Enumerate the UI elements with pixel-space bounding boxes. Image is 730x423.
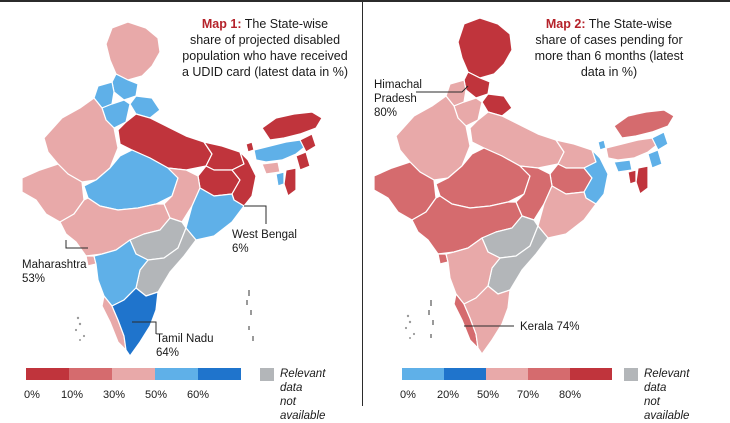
region2-meghalaya	[613, 159, 633, 173]
callout-tamil-nadu-value: 64%	[156, 347, 180, 359]
region2-tripura	[627, 169, 637, 185]
west-bengal-leader	[244, 205, 267, 224]
callout-maharashtra-name: Maharashtra	[22, 259, 87, 271]
legend1-tick-3: 50%	[144, 389, 168, 401]
legend1-tick-4: 60%	[186, 389, 210, 401]
legend2-tick-0: 0%	[400, 389, 416, 401]
legend1-swatch-red	[69, 368, 112, 380]
callout-west-bengal-value: 6%	[232, 243, 249, 255]
region-mizoram	[283, 167, 297, 197]
region-jammu-kashmir	[105, 21, 161, 81]
himachal-leader	[416, 85, 469, 93]
map2-title-line4: data in %)	[580, 65, 638, 79]
legend1-na-swatch	[260, 368, 274, 381]
region2-assam	[605, 137, 659, 161]
region2-arunachal	[613, 109, 675, 139]
legend2-tick-3: 70%	[516, 389, 540, 401]
legend1-na-line1: Relevant data	[280, 368, 326, 394]
maharashtra-leader	[65, 240, 88, 249]
legend2-tick-2: 50%	[476, 389, 500, 401]
india-map-pending	[373, 17, 675, 355]
map-panel-udid: Map 1: The State-wise share of projected…	[0, 0, 362, 422]
callout-kerala-value: 74%	[556, 321, 580, 333]
legend1-swatch-light-blue	[155, 368, 198, 380]
callout-himachal-name2: Pradesh	[374, 93, 417, 105]
region-tripura	[275, 171, 285, 187]
callout-himachal-value: 80%	[374, 107, 398, 119]
region-nagaland	[299, 133, 317, 153]
legend2-tick-1: 20%	[436, 389, 460, 401]
callout-himachal-name: Himachal	[374, 79, 422, 91]
legend1-swatch-dark-red	[26, 368, 69, 380]
region2-tamil-nadu	[463, 285, 511, 355]
map1-title-line4: a UDID card (latest data in %)	[181, 65, 349, 79]
legend2-swatch-light-red	[486, 368, 528, 380]
map2-title-line2: share of cases pending for	[535, 33, 683, 47]
legend2-na-text: Relevant data not available	[644, 367, 689, 423]
map1-title: Map 1: The State-wise share of projected…	[170, 16, 360, 80]
region-manipur	[295, 151, 311, 171]
callout-maharashtra-value: 53%	[22, 273, 46, 285]
map-panel-pending: Map 2: The State-wise share of cases pen…	[364, 0, 730, 422]
region2-jammu-kashmir	[457, 17, 513, 79]
islands2	[404, 300, 434, 339]
islands	[74, 290, 254, 341]
callout-west-bengal: West Bengal 6%	[232, 228, 297, 256]
map2-title-label: Map 2:	[545, 17, 586, 31]
callout-kerala: Kerala 74%	[520, 320, 579, 334]
legend1-swatch-blue	[198, 368, 241, 380]
callout-himachal: Himachal Pradesh 80%	[374, 78, 422, 120]
legend2-na-line1: Relevant data	[644, 368, 690, 394]
legend1-tick-0: 0%	[24, 389, 40, 401]
legend2-na-line2: not available	[644, 396, 690, 422]
map1-title-line2: share of projected disabled	[189, 33, 341, 47]
callout-tamil-nadu-name: Tamil Nadu	[156, 333, 214, 345]
legend1-na-line2: not available	[280, 396, 326, 422]
legend2-swatch-blue	[444, 368, 486, 380]
legend2-na-swatch	[624, 368, 638, 381]
region-assam	[253, 139, 307, 163]
legend2-tick-4: 80%	[558, 389, 582, 401]
panel-divider	[362, 2, 363, 406]
region2-mizoram	[635, 165, 649, 195]
legend1-tick-1: 10%	[60, 389, 84, 401]
legend1-swatch-light-red	[112, 368, 155, 380]
map2-title: Map 2: The State-wise share of cases pen…	[504, 16, 714, 80]
callout-west-bengal-name: West Bengal	[232, 229, 297, 241]
map1-title-line3: population who have received	[182, 49, 348, 63]
region2-manipur	[647, 149, 663, 169]
legend2-swatch-dark-red	[570, 368, 612, 380]
region-arunachal	[261, 111, 323, 141]
callout-tamil-nadu: Tamil Nadu 64%	[156, 332, 214, 360]
map1-title-label: Map 1:	[201, 17, 242, 31]
callout-maharashtra: Maharashtra 53%	[22, 258, 87, 286]
region-odisha	[185, 187, 245, 241]
legend1-tick-2: 30%	[102, 389, 126, 401]
callout-kerala-name: Kerala	[520, 321, 554, 333]
region-meghalaya	[261, 161, 281, 175]
region2-odisha	[537, 185, 597, 239]
region2-nagaland	[651, 131, 669, 151]
legend2-swatch-red	[528, 368, 570, 380]
top-border	[0, 0, 730, 2]
map2-title-line3: more than 6 months (latest	[534, 49, 684, 63]
tamil-nadu-leader	[132, 321, 157, 334]
india-map-udid	[21, 21, 323, 357]
map1-title-line1: The State-wise	[244, 17, 329, 31]
region-sikkim	[245, 141, 255, 153]
legend2-swatch-light-blue	[402, 368, 444, 380]
legend1-na-text: Relevant data not available	[280, 367, 325, 423]
map2-title-line1: The State-wise	[588, 17, 673, 31]
region2-sikkim	[597, 139, 607, 151]
